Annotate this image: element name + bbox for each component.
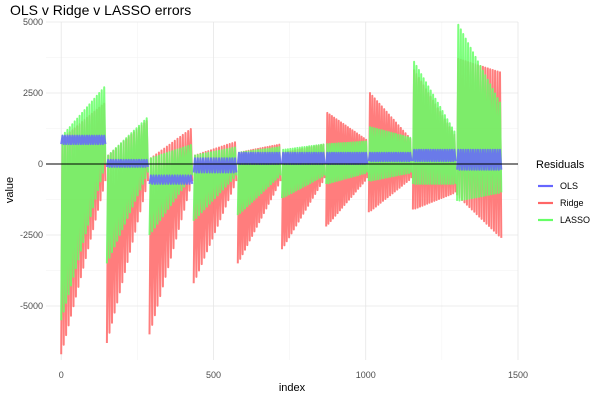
legend-label-ols: OLS <box>560 181 578 191</box>
series-ols-segment <box>325 151 369 165</box>
chart-title: OLS v Ridge v LASSO errors <box>10 2 191 18</box>
series-lasso <box>60 23 503 321</box>
legend-title: Residuals <box>536 159 585 171</box>
x-tick-label: 500 <box>206 370 221 380</box>
series-ridge-segment <box>411 69 457 210</box>
series-ols-segment <box>367 151 413 163</box>
series-lasso-segment <box>367 126 413 182</box>
y-tick-label: 2500 <box>23 88 43 98</box>
x-tick-label: 1000 <box>356 370 376 380</box>
series-lasso-segment <box>236 146 282 216</box>
series-ols-segment <box>148 174 194 185</box>
series-ridge-segment <box>60 102 107 355</box>
series-ols-segment <box>60 134 107 146</box>
series-layer <box>60 23 503 355</box>
y-tick-label: -5000 <box>20 301 43 311</box>
series-lasso-segment <box>325 140 369 185</box>
series-ols-segment <box>105 158 149 168</box>
series-ridge-segment <box>456 57 503 238</box>
series-ols-segment <box>411 148 457 163</box>
x-tick-label: 0 <box>59 370 64 380</box>
y-tick-label: -2500 <box>20 230 43 240</box>
x-axis-title: index <box>279 382 306 394</box>
series-ols-segment <box>192 157 238 174</box>
legend-label-lasso: LASSO <box>560 215 590 225</box>
series-lasso-segment <box>456 23 503 202</box>
tick-labels: 0 500 1000 1500 5000 2500 0 -2500 -5000 <box>20 17 528 380</box>
series-ridge-segment <box>281 143 326 250</box>
series-lasso-segment <box>411 60 457 185</box>
x-tick-label: 1500 <box>508 370 528 380</box>
series-ridge-segment <box>236 143 282 264</box>
legend-label-ridge: Ridge <box>560 198 584 208</box>
series-lasso-segment <box>105 117 149 264</box>
series-ridge-segment <box>367 92 413 213</box>
y-axis-title: value <box>4 177 16 203</box>
y-tick-label: 5000 <box>23 17 43 27</box>
series-lasso-segment <box>60 86 107 321</box>
legend: Residuals OLS Ridge LASSO <box>536 159 590 225</box>
y-tick-label: 0 <box>38 159 43 169</box>
series-ols-segment <box>236 151 282 165</box>
series-ridge-segment <box>325 111 369 227</box>
series-ols-segment <box>456 148 503 171</box>
series-lasso-segment <box>281 143 326 199</box>
